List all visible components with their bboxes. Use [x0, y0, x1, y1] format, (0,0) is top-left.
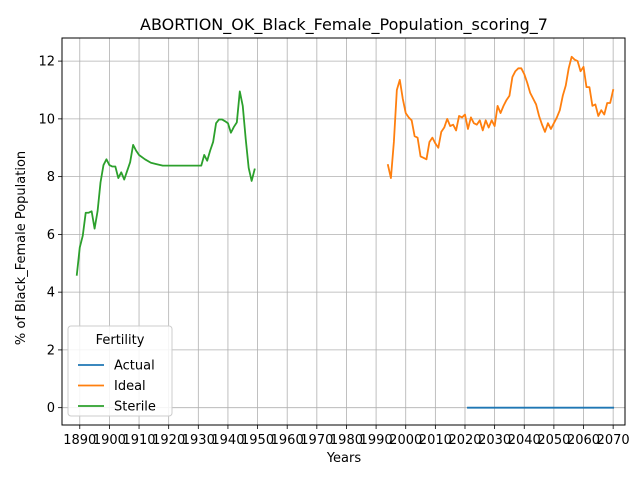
x-tick-label: 1900 — [93, 433, 126, 448]
x-tick-label: 1890 — [63, 433, 96, 448]
x-tick-label: 2070 — [597, 433, 630, 448]
x-tick-label: 2040 — [508, 433, 541, 448]
y-tick-label: 6 — [47, 228, 55, 243]
x-tick-label: 2010 — [419, 433, 452, 448]
x-tick-label: 1950 — [241, 433, 274, 448]
x-tick-label: 2000 — [389, 433, 422, 448]
x-tick-label: 1940 — [211, 433, 244, 448]
plot-frame — [61, 37, 626, 426]
x-tick-label: 1960 — [271, 433, 304, 448]
x-axis-title: Years — [326, 451, 362, 466]
series-lines — [75, 55, 615, 409]
x-tick-label: 1910 — [122, 433, 155, 448]
x-tick-label: 1930 — [182, 433, 215, 448]
legend-label-sterile: Sterile — [114, 400, 156, 415]
legend: Fertility Actual Ideal Sterile — [67, 325, 173, 417]
y-axis-title: % of Black_Female Population — [14, 151, 29, 345]
y-axis-ticks: 0 2 4 6 8 10 12 — [38, 55, 62, 416]
y-tick-label: 4 — [47, 286, 55, 301]
x-axis-ticks: 1890190019101920193019401950196019701980… — [63, 425, 630, 448]
x-tick-label: 1920 — [152, 433, 185, 448]
y-tick-label: 2 — [47, 343, 55, 358]
legend-title: Fertility — [96, 333, 145, 348]
x-tick-label: 1990 — [360, 433, 393, 448]
legend-label-actual: Actual — [114, 359, 155, 374]
y-tick-label: 10 — [38, 112, 55, 127]
legend-label-ideal: Ideal — [114, 379, 146, 394]
series-line-ideal — [386, 55, 615, 179]
legend-box — [67, 325, 173, 417]
y-tick-label: 8 — [47, 170, 55, 185]
x-tick-label: 1980 — [330, 433, 363, 448]
y-tick-label: 0 — [47, 401, 55, 416]
chart-title: ABORTION_OK_Black_Female_Population_scor… — [140, 15, 548, 35]
x-tick-label: 2050 — [537, 433, 570, 448]
x-tick-label: 2020 — [448, 433, 481, 448]
x-tick-label: 1970 — [300, 433, 333, 448]
x-tick-label: 2030 — [478, 433, 511, 448]
x-tick-label: 2060 — [567, 433, 600, 448]
y-tick-label: 12 — [38, 55, 55, 70]
series-line-sterile — [75, 90, 256, 276]
